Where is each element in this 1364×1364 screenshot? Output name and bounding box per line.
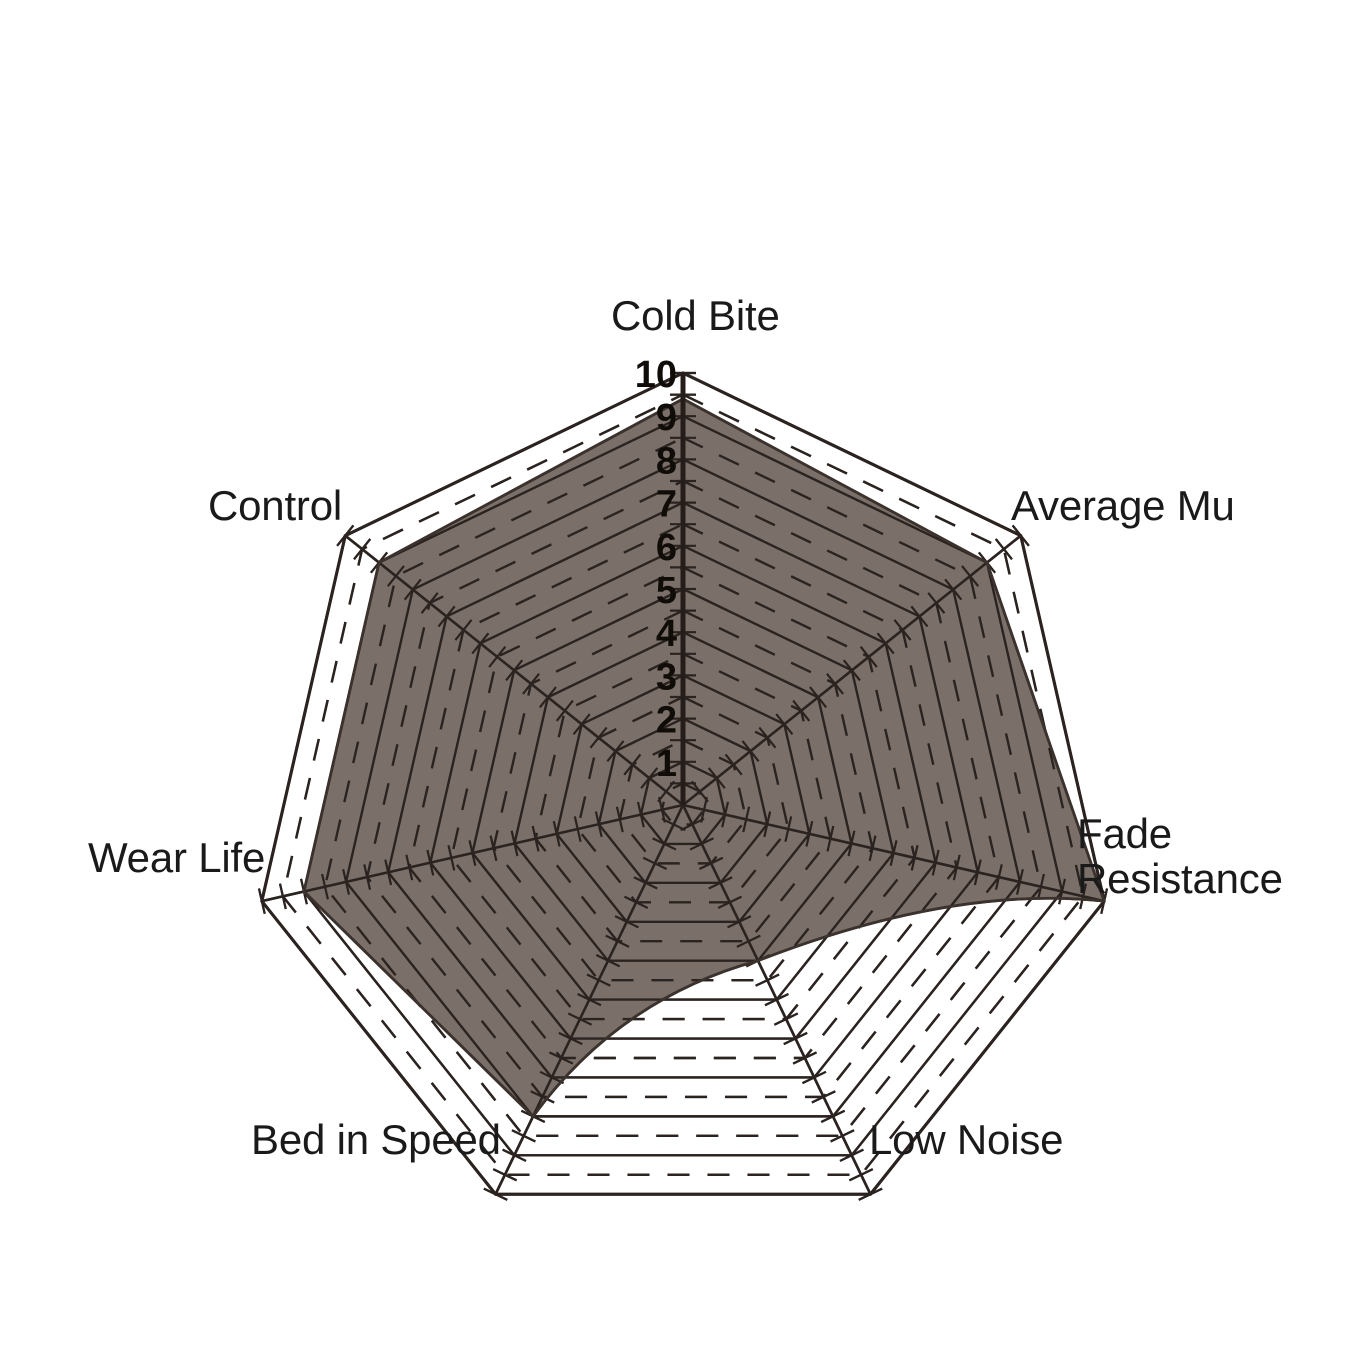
axis-label-average-mu: Average Mu [1011,482,1235,529]
axis-label-bed-in-speed: Bed in Speed [251,1116,501,1163]
axis-label-wear-life: Wear Life [88,834,266,881]
axis-label-fade-resistance: Fade Resistance [1077,810,1283,902]
scale-tick-9: 9 [656,397,677,439]
data-series-polygon [257,371,1109,1201]
fade-line-1: Fade [1077,810,1172,857]
scale-tick-5: 5 [656,570,677,612]
scale-tick-7: 7 [656,484,677,526]
axis-label-cold-bite: Cold Bite [611,292,780,339]
scale-tick-10: 10 [635,354,677,396]
scale-tick-1: 1 [656,743,677,785]
axis-label-low-noise: Low Noise [869,1116,1064,1163]
scale-tick-2: 2 [656,700,677,742]
scale-tick-8: 8 [656,440,677,482]
scale-tick-6: 6 [656,527,677,569]
scale-tick-3: 3 [656,656,677,698]
axis-label-control: Control [208,482,342,529]
scale-tick-4: 4 [656,613,677,655]
fade-line-2: Resistance [1077,854,1283,902]
